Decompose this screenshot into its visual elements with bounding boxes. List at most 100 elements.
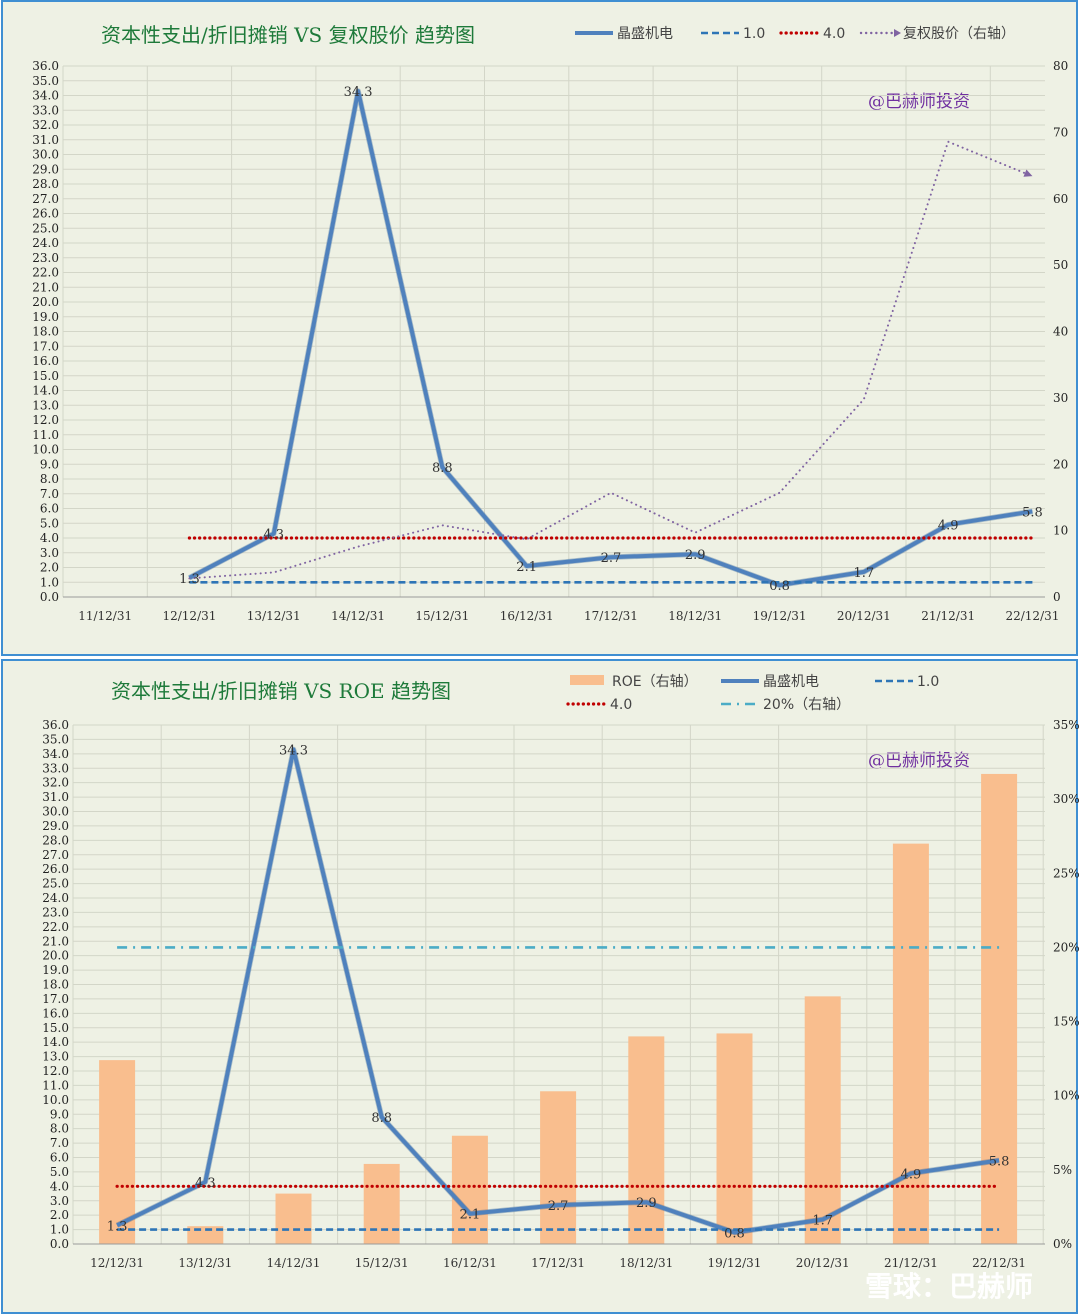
y2-tick-label: 35% bbox=[1053, 718, 1080, 732]
y-tick-label: 26.0 bbox=[42, 862, 69, 876]
chart-2-legend: ROE（右轴） 晶盛机电 1.0 4.0 20%（右轴） bbox=[566, 674, 939, 713]
y-tick-label: 10.0 bbox=[32, 443, 59, 457]
y2-tick-label: 80 bbox=[1053, 59, 1068, 73]
y-tick-label: 21.0 bbox=[32, 280, 59, 294]
chart-2-watermark: @巴赫师投资 bbox=[868, 751, 970, 771]
data-label: 2.7 bbox=[548, 1199, 569, 1214]
legend-item: 晶盛机电 bbox=[721, 674, 819, 690]
y2-tick-label: 15% bbox=[1053, 1015, 1080, 1029]
roe-bar bbox=[275, 1193, 312, 1244]
y2-tick-label: 60 bbox=[1053, 192, 1068, 206]
x-tick-label: 14/12/31 bbox=[267, 1256, 321, 1270]
x-tick-label: 18/12/31 bbox=[619, 1256, 673, 1270]
x-tick-label: 19/12/31 bbox=[708, 1256, 762, 1270]
data-label: 34.3 bbox=[344, 85, 373, 100]
y2-tick-label: 10 bbox=[1053, 524, 1068, 538]
y-tick-label: 24.0 bbox=[42, 891, 69, 905]
x-tick-label: 12/12/31 bbox=[90, 1256, 144, 1270]
y-tick-label: 14.0 bbox=[32, 384, 59, 398]
y-tick-label: 7.0 bbox=[40, 487, 59, 501]
y2-tick-label: 10% bbox=[1053, 1089, 1080, 1103]
legend-item: 4.0 bbox=[779, 26, 845, 42]
data-label: 2.9 bbox=[636, 1196, 657, 1211]
y-tick-label: 20.0 bbox=[42, 949, 69, 963]
x-tick-label: 14/12/31 bbox=[331, 609, 385, 623]
series-line-series bbox=[188, 89, 1033, 588]
y-tick-label: 11.0 bbox=[32, 428, 59, 442]
data-label: 5.8 bbox=[1022, 505, 1043, 520]
x-tick-label: 20/12/31 bbox=[796, 1256, 850, 1270]
chart-panel-1: 资本性支出/折旧摊销 VS 复权股价 趋势图 @巴赫师投资 0.0 1.0 2.0 3… bbox=[1, 0, 1078, 656]
y2-tick-label: 40 bbox=[1053, 325, 1068, 339]
x-tick-label: 18/12/31 bbox=[668, 609, 722, 623]
chart-1-svg: 资本性支出/折旧摊销 VS 复权股价 趋势图 @巴赫师投资 0.01.02.03… bbox=[32, 23, 1068, 623]
y-tick-label: 1.0 bbox=[40, 575, 59, 589]
roe-bar bbox=[99, 1060, 136, 1244]
y-tick-label: 2.0 bbox=[50, 1208, 69, 1222]
legend-label: 4.0 bbox=[823, 26, 845, 42]
y-tick-label: 4.0 bbox=[40, 531, 59, 545]
y-tick-label: 17.0 bbox=[42, 992, 69, 1006]
y2-tick-label: 20 bbox=[1053, 457, 1068, 471]
x-tick-label: 17/12/31 bbox=[531, 1256, 585, 1270]
data-label: 8.8 bbox=[371, 1111, 392, 1126]
data-label: 0.8 bbox=[724, 1226, 745, 1241]
data-label: 1.7 bbox=[812, 1213, 833, 1228]
x-tick-label: 11/12/31 bbox=[78, 609, 132, 623]
legend-label: 晶盛机电 bbox=[617, 26, 673, 42]
y-tick-label: 13.0 bbox=[42, 1050, 69, 1064]
data-label: 4.9 bbox=[938, 519, 959, 534]
legend-item: ROE（右轴） bbox=[570, 674, 698, 690]
y2-tick-label: 20% bbox=[1053, 940, 1080, 954]
data-label: 8.8 bbox=[432, 461, 453, 476]
roe-bar bbox=[716, 1033, 753, 1244]
roe-bar bbox=[540, 1091, 577, 1244]
legend-item: 4.0 bbox=[566, 697, 632, 713]
data-label: 4.3 bbox=[263, 528, 284, 543]
series-arrowhead bbox=[1023, 169, 1033, 177]
y-tick-label: 22.0 bbox=[32, 266, 59, 280]
x-tick-label: 21/12/31 bbox=[921, 609, 975, 623]
legend-item: 复权股价（右轴） bbox=[859, 25, 1015, 42]
y-tick-label: 9.0 bbox=[50, 1107, 69, 1121]
series-line-series bbox=[188, 140, 1034, 580]
roe-bar bbox=[363, 1163, 400, 1244]
y-tick-label: 0.0 bbox=[40, 590, 59, 604]
x-tick-label: 13/12/31 bbox=[178, 1256, 232, 1270]
y-tick-label: 16.0 bbox=[32, 354, 59, 368]
x-tick-label: 22/12/31 bbox=[972, 1256, 1026, 1270]
chart-panel-2: 资本性支出/折旧摊销 VS ROE 趋势图 @巴赫师投资 0.0 1.0 2.0 3.… bbox=[1, 659, 1080, 1314]
x-tick-label: 21/12/31 bbox=[884, 1256, 938, 1270]
data-label: 2.9 bbox=[685, 548, 706, 563]
y-tick-label: 29.0 bbox=[42, 819, 69, 833]
chart-1-title: 资本性支出/折旧摊销 VS 复权股价 趋势图 bbox=[101, 23, 475, 47]
y-tick-label: 19.0 bbox=[42, 963, 69, 977]
legend-label: 1.0 bbox=[917, 674, 939, 690]
roe-bar bbox=[892, 843, 929, 1244]
y-tick-label: 17.0 bbox=[32, 339, 59, 353]
y-tick-label: 16.0 bbox=[42, 1006, 69, 1020]
legend-label: ROE（右轴） bbox=[612, 674, 698, 690]
y-tick-label: 36.0 bbox=[32, 59, 59, 73]
roe-bar bbox=[804, 996, 841, 1244]
y-tick-label: 15.0 bbox=[32, 369, 59, 383]
legend-item: 晶盛机电 bbox=[575, 26, 673, 42]
data-label: 0.8 bbox=[769, 579, 790, 594]
x-tick-label: 19/12/31 bbox=[753, 609, 807, 623]
x-tick-label: 20/12/31 bbox=[837, 609, 891, 623]
data-label: 2.1 bbox=[460, 1208, 481, 1223]
y-tick-label: 28.0 bbox=[32, 177, 59, 191]
y-tick-label: 34.0 bbox=[32, 89, 59, 103]
y-tick-label: 20.0 bbox=[32, 295, 59, 309]
y-tick-label: 10.0 bbox=[42, 1093, 69, 1107]
y-tick-label: 18.0 bbox=[32, 325, 59, 339]
y-tick-label: 6.0 bbox=[50, 1151, 69, 1165]
legend-label: 晶盛机电 bbox=[763, 674, 819, 690]
legend-label: 复权股价（右轴） bbox=[903, 25, 1015, 42]
legend-item: 1.0 bbox=[875, 674, 939, 690]
y-tick-label: 15.0 bbox=[42, 1021, 69, 1035]
y-tick-label: 32.0 bbox=[42, 776, 69, 790]
x-tick-label: 12/12/31 bbox=[162, 609, 216, 623]
y-tick-label: 32.0 bbox=[32, 118, 59, 132]
data-label: 5.8 bbox=[989, 1154, 1010, 1169]
